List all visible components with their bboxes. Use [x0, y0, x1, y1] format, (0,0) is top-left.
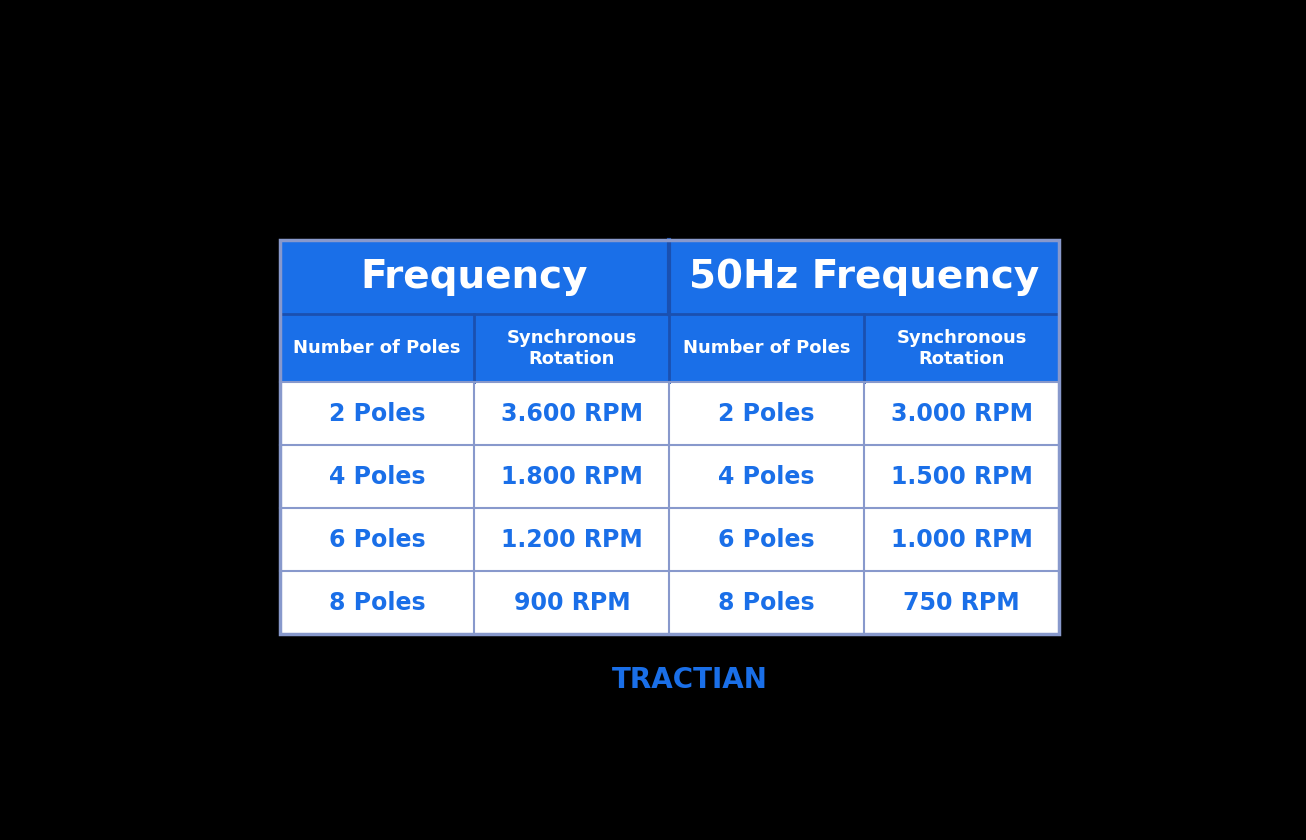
Bar	[865, 508, 1059, 571]
Text: TRACTIAN: TRACTIAN	[611, 665, 768, 694]
Text: 1.500 RPM: 1.500 RPM	[891, 465, 1033, 489]
Bar	[474, 445, 670, 508]
Text: 6 Poles: 6 Poles	[718, 528, 815, 552]
Bar	[865, 314, 1059, 382]
Text: Synchronous
Rotation: Synchronous Rotation	[507, 328, 637, 368]
Text: 8 Poles: 8 Poles	[329, 591, 426, 615]
Text: 50Hz Frequency: 50Hz Frequency	[690, 258, 1040, 296]
Bar	[865, 571, 1059, 634]
Bar	[279, 240, 1059, 634]
Bar	[474, 571, 670, 634]
Text: 2 Poles: 2 Poles	[718, 402, 815, 426]
Text: 1.000 RPM: 1.000 RPM	[891, 528, 1033, 552]
Bar	[865, 445, 1059, 508]
Text: 3.000 RPM: 3.000 RPM	[891, 402, 1033, 426]
Bar	[279, 382, 474, 445]
Text: 900 RPM: 900 RPM	[513, 591, 631, 615]
Bar	[670, 571, 865, 634]
Bar	[474, 508, 670, 571]
Text: 1.200 RPM: 1.200 RPM	[502, 528, 643, 552]
Text: 6 Poles: 6 Poles	[329, 528, 426, 552]
Text: 750 RPM: 750 RPM	[904, 591, 1020, 615]
Text: 8 Poles: 8 Poles	[718, 591, 815, 615]
Bar	[279, 445, 474, 508]
Text: 4 Poles: 4 Poles	[329, 465, 426, 489]
Text: Frequency: Frequency	[360, 258, 588, 296]
Bar	[279, 508, 474, 571]
Bar	[474, 314, 670, 382]
Text: Number of Poles: Number of Poles	[683, 339, 850, 357]
Text: 4 Poles: 4 Poles	[718, 465, 815, 489]
Text: 3.600 RPM: 3.600 RPM	[502, 402, 643, 426]
Text: Number of Poles: Number of Poles	[294, 339, 461, 357]
Bar	[865, 382, 1059, 445]
Bar	[279, 240, 670, 314]
Bar	[670, 382, 865, 445]
Bar	[279, 314, 474, 382]
Text: Synchronous
Rotation: Synchronous Rotation	[896, 328, 1027, 368]
Bar	[279, 571, 474, 634]
Bar	[670, 508, 865, 571]
Bar	[474, 382, 670, 445]
Bar	[670, 445, 865, 508]
Bar	[670, 240, 1059, 314]
Text: 2 Poles: 2 Poles	[329, 402, 426, 426]
Bar	[670, 314, 865, 382]
Text: 1.800 RPM: 1.800 RPM	[502, 465, 643, 489]
